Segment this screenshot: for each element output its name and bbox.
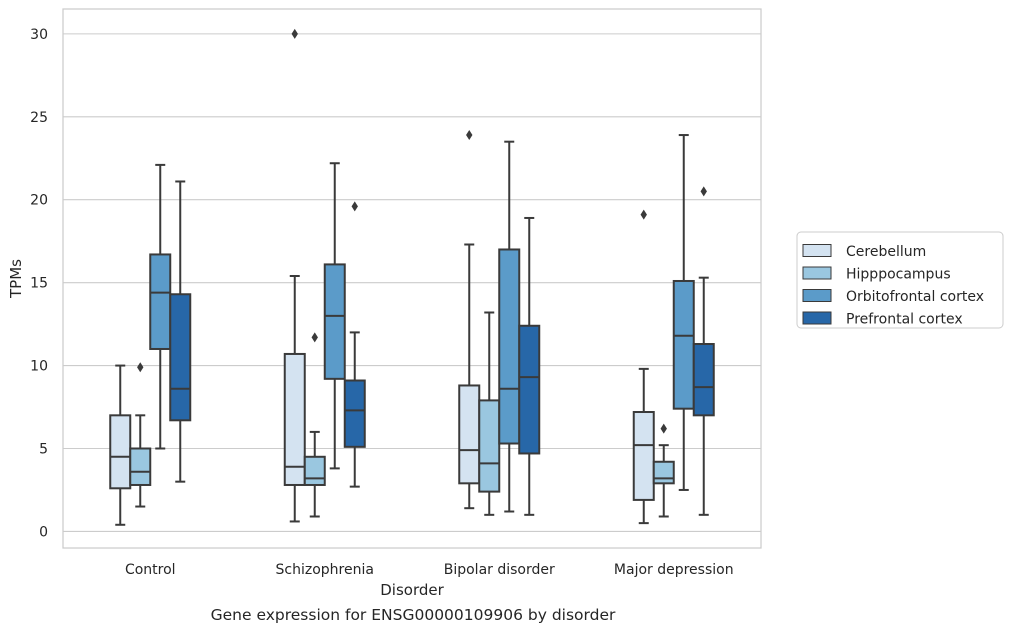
box-body [692,343,715,417]
box [303,332,326,518]
box-body [149,253,172,350]
box [169,180,192,483]
box [652,423,675,518]
x-tick-label: Schizophrenia [276,562,374,578]
legend-frame [796,231,1004,329]
y-tick-label: 10 [30,359,48,375]
plot-frame [62,8,762,549]
legend-item: Prefrontal cortex [802,311,963,328]
x-tick-labels: Control Schizophrenia Bipolar disorder Majo… [125,562,734,578]
box-body [169,293,192,422]
box [323,162,346,470]
box [518,216,541,516]
box-body [672,279,695,410]
y-tick-label: 25 [30,110,48,126]
legend-label: Hipppocampus [846,267,951,283]
outlier-marker [137,362,144,373]
box-body [343,379,366,448]
box-body [109,414,132,490]
x-tick-label: Control [125,562,176,578]
box-body [498,248,521,445]
outlier-marker [660,423,667,434]
box [109,364,132,526]
chart-caption: Gene expression for ENSG00000109906 by d… [210,606,616,624]
legend-item: Cerebellum [802,244,926,260]
legend-label: Cerebellum [846,244,926,260]
outlier-marker [351,201,358,212]
box [632,209,655,525]
box [672,134,695,491]
box-body [129,447,152,486]
outlier-marker [700,186,707,197]
y-axis-label: TPMs [7,259,25,299]
y-tick-label: 20 [30,193,48,209]
x-axis-label: Disorder [380,581,444,599]
legend-label: Prefrontal cortex [846,312,963,328]
box-body [652,460,675,485]
legend-label: Orbitofrontal cortex [846,289,984,305]
x-tick-label: Major depression [614,562,734,578]
y-tick-label: 5 [39,441,48,457]
x-tick-label: Bipolar disorder [444,562,555,578]
box-body [283,352,306,486]
legend-item: Orbitofrontal cortex [802,289,984,305]
legend-swatch [802,289,832,302]
box [149,163,172,450]
y-tick-labels: 0 5 10 15 20 25 30 [30,27,48,541]
box-body [478,399,501,493]
legend-swatch [802,244,832,257]
outlier-marker [640,209,647,220]
outlier-marker [466,130,473,141]
box [498,140,521,513]
y-tick-label: 0 [39,524,48,540]
box [283,28,306,523]
legend: Cerebellum Hipppocampus Orbitofrontal cort… [796,231,1004,329]
y-tick-label: 30 [30,27,48,43]
box-body [518,324,541,455]
legend-swatch [802,311,832,325]
box-groups [109,28,715,526]
box-body [303,455,326,486]
box-body [458,384,481,485]
outlier-marker [291,28,298,39]
outlier-marker [311,332,318,343]
box-body [323,263,346,380]
box [458,130,481,510]
y-tick-label: 15 [30,276,48,292]
legend-item: Hipppocampus [802,266,951,283]
box [692,186,715,516]
box [343,201,366,488]
legend-swatch [802,266,832,280]
box [478,311,501,516]
box-body [632,411,655,501]
box [129,362,152,508]
